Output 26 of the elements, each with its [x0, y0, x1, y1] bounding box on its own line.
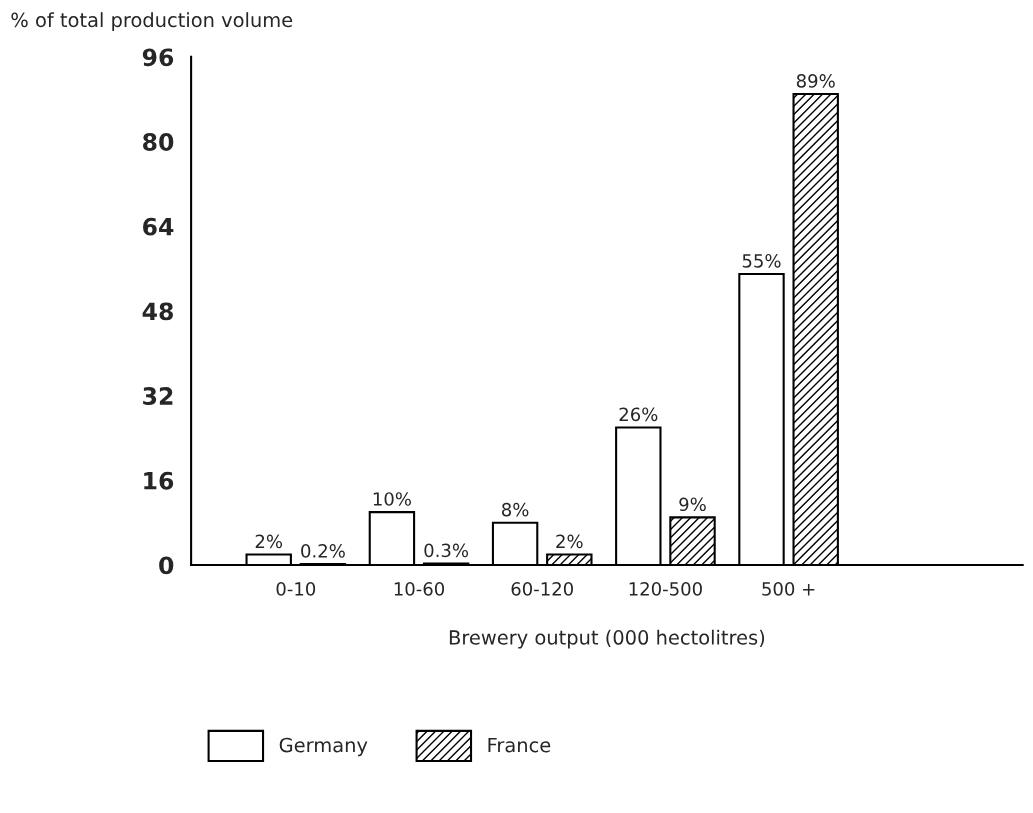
x-tick-label: 120-500	[629, 582, 702, 596]
x-tick-label: 10-60	[394, 582, 445, 596]
data-label: 55%	[742, 253, 781, 268]
y-tick-label: 96	[142, 48, 174, 67]
x-tick-label: 60-120	[511, 582, 573, 596]
y-axis-title: % of total production volume	[11, 12, 293, 32]
data-label: 9%	[679, 497, 706, 512]
data-label: 26%	[619, 407, 658, 422]
y-tick-label: 0	[159, 556, 174, 575]
data-label: 2%	[255, 534, 283, 549]
data-label: 89%	[796, 74, 835, 88]
y-tick-label: 80	[143, 133, 174, 151]
x-axis-title: Brewery output (000 hectolitres)	[449, 629, 765, 649]
data-label: 0.3%	[424, 543, 469, 558]
y-tick-label: 16	[144, 471, 174, 490]
x-tick-label: 0-10	[276, 582, 316, 596]
legend-label: France	[488, 737, 551, 753]
y-tick-label: 64	[143, 217, 174, 236]
y-tick-label: 32	[143, 387, 173, 405]
legend-label: Germany	[279, 737, 368, 757]
data-label: 10%	[373, 492, 411, 506]
x-tick-label: 500 +	[762, 582, 815, 596]
data-label: 8%	[502, 502, 529, 517]
data-label: 0.2%	[301, 544, 345, 558]
data-label: 2%	[556, 534, 583, 549]
y-tick-label: 48	[142, 302, 173, 321]
